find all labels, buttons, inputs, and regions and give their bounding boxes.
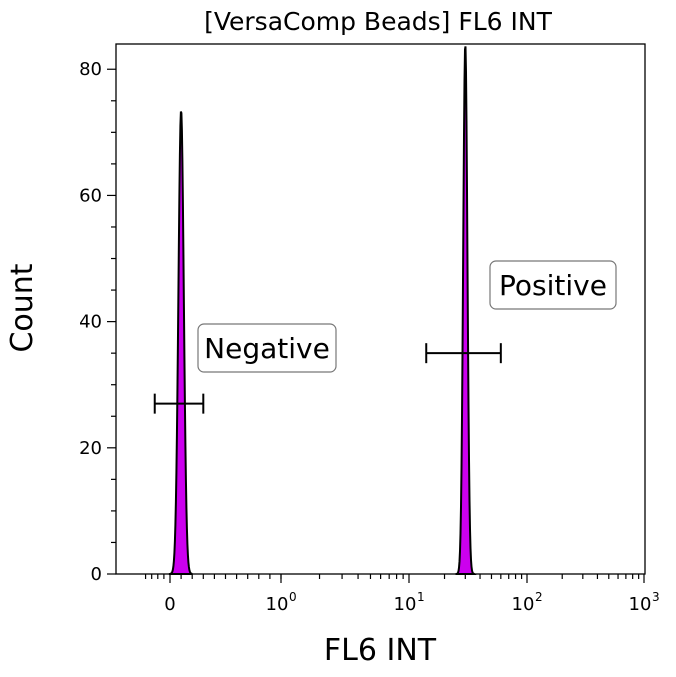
x-tick-exponent: 1 [417,590,425,604]
x-tick-exponent: 0 [289,590,297,604]
y-axis-label: Count [5,263,40,352]
y-tick-label: 60 [79,185,102,206]
gate-label-box [489,260,617,310]
x-tick-label: 10 [512,594,535,615]
histogram-peaks [168,46,477,575]
y-tick-label: 40 [79,312,102,333]
y-tick-label: 80 [79,59,102,80]
x-tick-exponent: 3 [652,590,660,604]
y-tick-label: 20 [79,438,102,459]
x-tick-exponent: 2 [535,590,543,604]
x-axis-label: FL6 INT [324,633,437,668]
x-tick-label: 10 [394,594,417,615]
gate-label: Negative [204,332,330,365]
histogram-peak [455,46,477,575]
gates: Negative Positive [153,260,617,414]
gate-label: Positive [499,269,607,302]
histogram-peak [168,111,193,575]
y-axis: 0 20 40 60 80 [79,59,116,585]
gate-label-box [197,323,337,373]
x-tick-label: 0 [164,594,175,615]
x-axis: 0 10 0 10 1 10 2 10 3 [144,574,660,615]
chart-title: [VersaComp Beads] FL6 INT [204,7,553,36]
x-tick-label: 10 [629,594,652,615]
x-tick-label: 10 [266,594,289,615]
y-tick-label: 0 [91,564,102,585]
